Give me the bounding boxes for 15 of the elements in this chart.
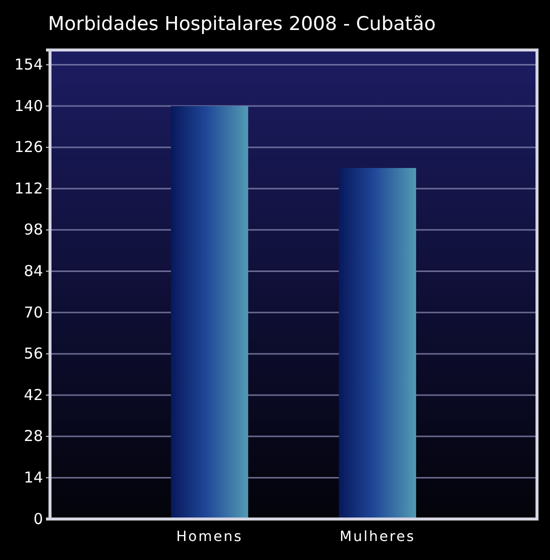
y-tick-label: 28 [24,427,43,446]
y-tick-label: 154 [14,56,43,74]
y-tick-label: 70 [24,303,43,322]
y-tick-label: 42 [24,386,43,404]
y-tick-label: 112 [14,179,43,198]
x-tick-label: Mulheres [340,528,416,545]
y-tick-label: 98 [24,220,43,239]
y-tick-label: 140 [14,96,43,115]
y-tick-label: 14 [24,468,43,487]
chart-title: Morbidades Hospitalares 2008 - Cubatão [48,13,436,35]
y-tick-label: 126 [14,138,43,156]
y-tick-label: 56 [24,344,43,363]
y-tick-label: 0 [33,510,43,528]
x-tick-label: Homens [176,528,243,545]
y-tick-label: 84 [24,262,43,280]
